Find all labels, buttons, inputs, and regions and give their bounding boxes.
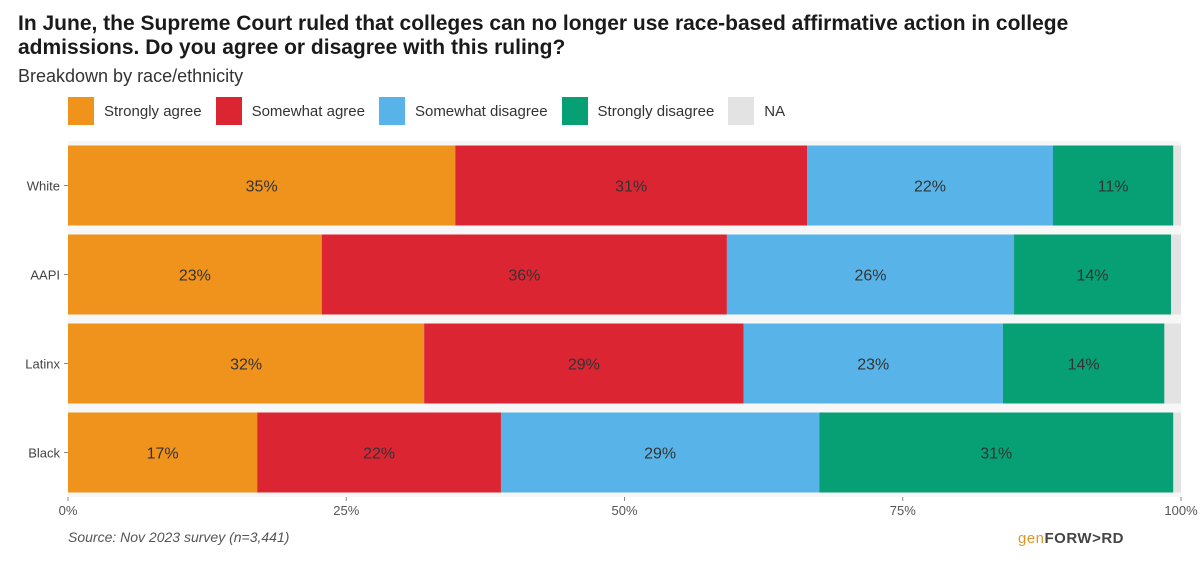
x-tick-label: 100% xyxy=(1164,503,1198,518)
x-tick-label: 50% xyxy=(611,503,637,518)
bar-value-label: 23% xyxy=(179,268,211,285)
genforward-logo: genFORW>RD xyxy=(1018,530,1124,547)
legend-label: Somewhat agree xyxy=(251,102,365,120)
legend: Strongly agree Somewhat agree Somewhat dis… xyxy=(68,96,799,126)
bar-value-label: 31% xyxy=(980,446,1012,463)
logo-prefix: gen xyxy=(1017,530,1045,547)
bar-value-label: 35% xyxy=(246,179,278,196)
legend-item: Somewhat agree xyxy=(215,97,369,125)
bar-segment xyxy=(455,145,808,226)
legend-item: Somewhat disagree xyxy=(378,97,552,125)
bar-value-label: 22% xyxy=(363,446,395,463)
legend-swatch xyxy=(68,97,94,125)
legend-item: NA xyxy=(728,97,789,125)
legend-swatch xyxy=(561,97,588,125)
category-label: Latinx xyxy=(25,357,60,372)
bar-segment xyxy=(1053,145,1174,226)
bar-segment xyxy=(68,145,456,226)
source-note: Source: Nov 2023 survey (n=3,441) xyxy=(68,529,290,545)
bar-segment xyxy=(68,234,322,315)
x-tick-label: 25% xyxy=(333,503,359,518)
category-label: Black xyxy=(28,446,60,461)
x-tick-label: 0% xyxy=(59,503,78,518)
bar-segment xyxy=(257,412,501,493)
bar-segment xyxy=(1002,323,1165,404)
chart-subtitle: Breakdown by race/ethnicity xyxy=(18,66,244,86)
logo-word: FORW>RD xyxy=(1044,530,1124,547)
bar-value-label: 11% xyxy=(1098,179,1129,196)
bar-value-label: 17% xyxy=(147,446,179,463)
legend-swatch xyxy=(378,97,405,125)
bar-value-label: 29% xyxy=(568,357,600,374)
bar-segment xyxy=(68,412,258,493)
bar-segment xyxy=(500,412,820,493)
legend-item: Strongly agree xyxy=(68,97,206,125)
legend-item: Strongly disagree xyxy=(561,97,719,125)
category-label: AAPI xyxy=(30,268,60,283)
bar-segment xyxy=(726,234,1015,315)
chart-title: In June, the Supreme Court ruled that co… xyxy=(18,12,1069,59)
bar-value-label: 31% xyxy=(615,179,647,196)
legend-label: Somewhat disagree xyxy=(414,102,548,120)
legend-label: Strongly disagree xyxy=(597,102,715,120)
legend-label: NA xyxy=(764,102,786,120)
category-label: White xyxy=(27,179,60,194)
bar-value-label: 23% xyxy=(857,357,889,374)
x-tick-label: 75% xyxy=(890,503,916,518)
bar-value-label: 22% xyxy=(914,179,946,196)
bar-segment xyxy=(807,145,1054,226)
bar-segment xyxy=(321,234,727,315)
legend-swatch xyxy=(728,97,755,125)
bar-value-label: 14% xyxy=(1068,357,1100,374)
bar-segment xyxy=(424,323,744,404)
legend-label: Strongly agree xyxy=(104,102,202,120)
bar-segment xyxy=(1014,234,1171,315)
bar-value-label: 26% xyxy=(854,268,886,285)
bar-value-label: 32% xyxy=(230,357,262,374)
bar-segment xyxy=(743,323,1003,404)
bar-segment xyxy=(68,323,425,404)
bar-segment xyxy=(819,412,1174,493)
bar-value-label: 29% xyxy=(644,446,676,463)
bar-value-label: 14% xyxy=(1077,268,1109,285)
legend-swatch xyxy=(215,97,242,125)
bar-value-label: 36% xyxy=(508,268,540,285)
